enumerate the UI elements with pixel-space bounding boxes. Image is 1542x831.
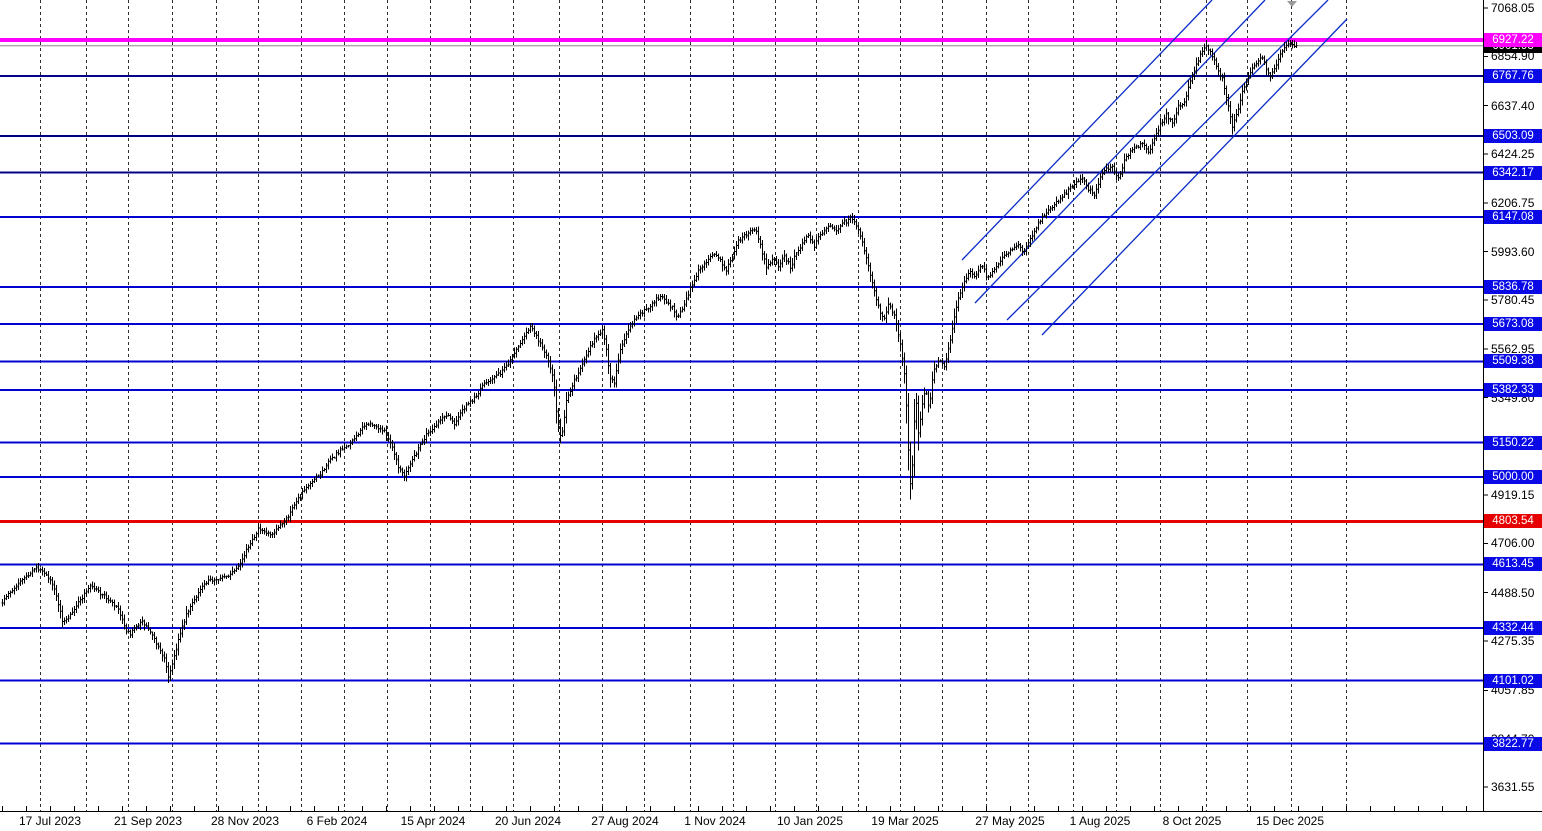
trendline[interactable] <box>1041 18 1348 336</box>
x-axis-label: 21 Sep 2023 <box>113 814 183 828</box>
x-axis-label: 27 Aug 2024 <box>591 814 659 828</box>
month-separator-grid <box>40 0 1347 811</box>
price-level-badge: 5150.22 <box>1484 436 1542 450</box>
chart-shift-marker-icon[interactable] <box>1287 1 1297 7</box>
price-level-badge: 6927.22 <box>1484 33 1542 47</box>
price-level-badge: 5836.78 <box>1484 280 1542 294</box>
y-axis-label: 5780.45 <box>1491 292 1535 307</box>
y-axis-label: 4488.50 <box>1491 585 1535 600</box>
y-axis-label: 5562.95 <box>1491 342 1535 357</box>
level-lines <box>0 37 1483 745</box>
y-axis-label: 4275.35 <box>1491 634 1535 649</box>
price-level-badge: 5000.00 <box>1484 470 1542 484</box>
x-axis-label: 28 Nov 2023 <box>210 814 280 828</box>
price-level-badge: 6503.09 <box>1484 129 1542 143</box>
x-axis-label: 6 Feb 2024 <box>306 814 368 828</box>
price-level-badge: 4101.02 <box>1484 674 1542 688</box>
x-axis-label: 10 Jan 2025 <box>776 814 844 828</box>
x-axis-label: 15 Dec 2025 <box>1255 814 1325 828</box>
y-axis-label: 7068.05 <box>1491 1 1535 15</box>
price-level-badge: 5509.38 <box>1484 354 1542 368</box>
trendline[interactable] <box>961 0 1213 261</box>
ohlc-bars <box>1 40 1298 684</box>
y-axis-label: 4919.15 <box>1491 488 1535 503</box>
price-level-badge: 5382.33 <box>1484 383 1542 397</box>
y-axis-label: 4706.00 <box>1491 536 1535 551</box>
y-axis-label: 5993.60 <box>1491 244 1535 259</box>
price-level-badge: 4332.44 <box>1484 621 1542 635</box>
x-axis-label: 1 Aug 2025 <box>1069 814 1131 828</box>
trend-channel-lines <box>961 0 1348 336</box>
trendline[interactable] <box>974 0 1266 304</box>
x-axis-label: 27 May 2025 <box>975 814 1045 828</box>
x-axis-label: 20 Jun 2024 <box>494 814 562 828</box>
x-axis-label: 19 Mar 2025 <box>871 814 939 828</box>
price-level-badge: 5673.08 <box>1484 317 1542 331</box>
x-axis-label: 17 Jul 2023 <box>18 814 82 828</box>
y-axis-label: 6637.40 <box>1491 98 1535 113</box>
x-axis-label: 1 Nov 2024 <box>684 814 746 828</box>
y-axis-label: 3631.55 <box>1491 780 1535 794</box>
x-axis-label: 15 Apr 2024 <box>400 814 466 828</box>
price-level-badge: 6147.08 <box>1484 210 1542 224</box>
trendline[interactable] <box>1006 0 1329 321</box>
price-level-badge: 4803.54 <box>1484 514 1542 528</box>
y-axis-label: 6424.25 <box>1491 146 1535 161</box>
x-axis-label: 8 Oct 2025 <box>1162 814 1222 828</box>
y-axis-label: 6206.75 <box>1491 196 1535 211</box>
price-level-badge: 4613.45 <box>1484 557 1542 571</box>
price-level-badge: 3822.77 <box>1484 737 1542 751</box>
axis-borders <box>0 0 1542 812</box>
price-level-badge: 6342.17 <box>1484 166 1542 180</box>
price-level-badge: 6767.76 <box>1484 69 1542 83</box>
